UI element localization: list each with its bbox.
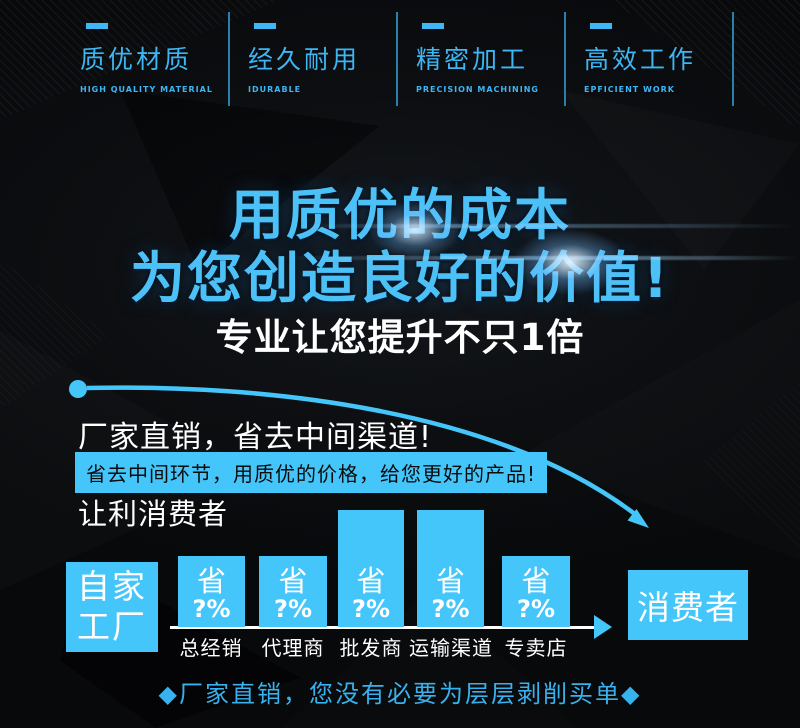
- feature-badge-durable: 经久耐用 IDURABLE: [230, 12, 398, 106]
- channel-bar: 省 ?%: [502, 556, 570, 627]
- feature-badge-material: 质优材质 HIGH QUALITY MATERIAL: [62, 12, 230, 106]
- feature-subtitle: PRECISION MACHINING: [416, 85, 539, 94]
- direct-sales-benefit: 让利消费者: [78, 497, 229, 531]
- consumer-box: 消费者: [628, 570, 748, 640]
- feature-title: 经久耐用: [248, 45, 361, 74]
- baseline-arrowhead-icon: [594, 615, 612, 639]
- feature-subtitle: HIGH QUALITY MATERIAL: [80, 85, 213, 94]
- background-hatch: [700, 380, 800, 550]
- bar-percent-label: ?%: [274, 595, 312, 623]
- factory-label-line1: 自家: [77, 567, 147, 606]
- feature-title: 高效工作: [584, 45, 697, 74]
- bar-save-label: 省: [521, 564, 551, 598]
- feature-title: 质优材质: [80, 45, 193, 74]
- channel-category: 运输渠道: [409, 636, 493, 660]
- hero-subline: 专业让您提升不只1倍: [215, 316, 585, 359]
- factory-box: 自家 工厂: [66, 562, 158, 652]
- direct-sales-highlight: 省去中间环节，用质优的价格，给您更好的产品!: [75, 452, 548, 493]
- channel-category: 批发商: [339, 636, 403, 660]
- channel-bar: 省 ?%: [178, 556, 245, 627]
- feature-subtitle: EPFICIENT WORK: [584, 85, 676, 94]
- channel-bar: 省 ?%: [338, 510, 404, 627]
- bar-percent-label: ?%: [431, 595, 470, 623]
- chart-baseline: [170, 626, 594, 629]
- channel-category: 总经销: [179, 636, 243, 660]
- channel-bar: 省 ?%: [259, 556, 327, 627]
- bar-save-label: 省: [356, 564, 386, 598]
- footer-tagline: ◆厂家直销，您没有必要为层层剥削买单◆: [158, 680, 642, 708]
- feature-badge-efficient: 高效工作 EPFICIENT WORK: [566, 12, 734, 106]
- bar-percent-label: ?%: [192, 595, 231, 623]
- dash-icon: [422, 23, 444, 29]
- dash-icon: [254, 23, 276, 29]
- dash-icon: [590, 23, 612, 29]
- feature-title: 精密加工: [416, 45, 529, 74]
- factory-label-line2: 工厂: [77, 607, 147, 646]
- channel-bar: 省 ?%: [417, 510, 484, 627]
- bar-save-label: 省: [435, 564, 465, 598]
- hero-headline-line2: 为您创造良好的价值!: [129, 246, 671, 310]
- feature-subtitle: IDURABLE: [248, 85, 302, 94]
- feature-strip: 质优材质 HIGH QUALITY MATERIAL 经久耐用 IDURABLE…: [62, 12, 734, 106]
- channel-category: 代理商: [261, 636, 325, 660]
- feature-badge-precision: 精密加工 PRECISION MACHINING: [398, 12, 566, 106]
- direct-sales-heading: 厂家直销，省去中间渠道!: [78, 420, 433, 455]
- bar-percent-label: ?%: [352, 595, 390, 623]
- bar-percent-label: ?%: [517, 595, 555, 623]
- dash-icon: [86, 23, 108, 29]
- bar-save-label: 省: [278, 564, 308, 598]
- bar-save-label: 省: [196, 564, 226, 598]
- channel-category: 专卖店: [504, 636, 568, 660]
